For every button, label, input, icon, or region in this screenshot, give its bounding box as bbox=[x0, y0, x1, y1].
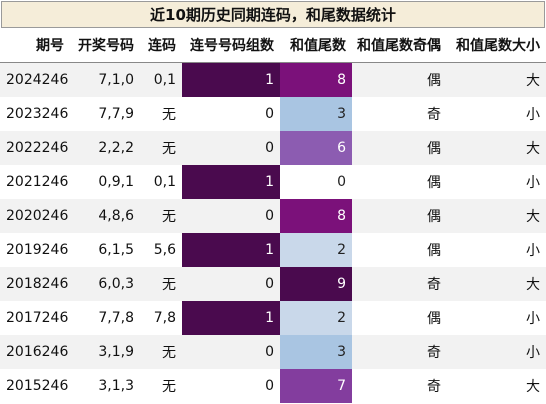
cell-consecutive: 无 bbox=[140, 97, 182, 131]
column-header: 期号 bbox=[0, 28, 70, 63]
cell-period: 2017246 bbox=[0, 301, 70, 335]
cell-tail: 3 bbox=[280, 97, 352, 131]
table-row: 2023246 7,7,9 无 0 3 奇小 bbox=[0, 97, 546, 131]
table-row: 2022246 2,2,2 无 0 6 偶大 bbox=[0, 131, 546, 165]
cell-consecutive: 0,1 bbox=[140, 62, 182, 97]
cell-consecutive: 5,6 bbox=[140, 233, 182, 267]
cell-size: 大 bbox=[447, 369, 546, 403]
cell-size: 大 bbox=[447, 267, 546, 301]
column-header: 和值尾数 bbox=[280, 28, 352, 63]
table-row: 2021246 0,9,1 0,1 1 0 偶小 bbox=[0, 165, 546, 199]
cell-groups: 0 bbox=[182, 267, 280, 301]
cell-tail: 2 bbox=[280, 301, 352, 335]
column-header: 连码 bbox=[140, 28, 182, 63]
cell-numbers: 6,0,3 bbox=[70, 267, 140, 301]
cell-numbers: 0,9,1 bbox=[70, 165, 140, 199]
stats-table: 期号 开奖号码 连码 连号号码组数 和值尾数 和值尾数奇偶 和值尾数大小 202… bbox=[0, 28, 546, 403]
cell-parity: 偶 bbox=[352, 165, 447, 199]
cell-parity: 偶 bbox=[352, 233, 447, 267]
cell-groups: 1 bbox=[182, 62, 280, 97]
cell-consecutive: 0,1 bbox=[140, 165, 182, 199]
cell-tail: 8 bbox=[280, 199, 352, 233]
cell-numbers: 2,2,2 bbox=[70, 131, 140, 165]
cell-period: 2024246 bbox=[0, 62, 70, 97]
cell-groups: 1 bbox=[182, 301, 280, 335]
cell-period: 2022246 bbox=[0, 131, 70, 165]
cell-tail: 9 bbox=[280, 267, 352, 301]
cell-numbers: 7,7,8 bbox=[70, 301, 140, 335]
table-row: 2016246 3,1,9 无 0 3 奇小 bbox=[0, 335, 546, 369]
cell-numbers: 3,1,9 bbox=[70, 335, 140, 369]
cell-parity: 奇 bbox=[352, 335, 447, 369]
cell-parity: 偶 bbox=[352, 62, 447, 97]
cell-period: 2019246 bbox=[0, 233, 70, 267]
cell-numbers: 6,1,5 bbox=[70, 233, 140, 267]
table-row: 2015246 3,1,3 无 0 7 奇大 bbox=[0, 369, 546, 403]
table-row: 2024246 7,1,0 0,1 1 8 偶大 bbox=[0, 62, 546, 97]
cell-consecutive: 无 bbox=[140, 267, 182, 301]
cell-groups: 1 bbox=[182, 165, 280, 199]
cell-consecutive: 无 bbox=[140, 131, 182, 165]
table-row: 2018246 6,0,3 无 0 9 奇大 bbox=[0, 267, 546, 301]
cell-period: 2020246 bbox=[0, 199, 70, 233]
column-header: 和值尾数大小 bbox=[447, 28, 546, 63]
cell-size: 小 bbox=[447, 165, 546, 199]
cell-numbers: 7,7,9 bbox=[70, 97, 140, 131]
cell-size: 小 bbox=[447, 301, 546, 335]
column-header: 连号号码组数 bbox=[182, 28, 280, 63]
cell-parity: 奇 bbox=[352, 369, 447, 403]
cell-numbers: 7,1,0 bbox=[70, 62, 140, 97]
cell-size: 大 bbox=[447, 131, 546, 165]
cell-size: 小 bbox=[447, 97, 546, 131]
cell-parity: 奇 bbox=[352, 267, 447, 301]
column-header: 开奖号码 bbox=[70, 28, 140, 63]
table-row: 2019246 6,1,5 5,6 1 2 偶小 bbox=[0, 233, 546, 267]
cell-size: 大 bbox=[447, 199, 546, 233]
cell-size: 小 bbox=[447, 233, 546, 267]
cell-period: 2023246 bbox=[0, 97, 70, 131]
page-title: 近10期历史同期连码，和尾数据统计 bbox=[1, 1, 545, 28]
cell-period: 2016246 bbox=[0, 335, 70, 369]
cell-groups: 0 bbox=[182, 199, 280, 233]
cell-size: 小 bbox=[447, 335, 546, 369]
cell-tail: 6 bbox=[280, 131, 352, 165]
cell-parity: 偶 bbox=[352, 301, 447, 335]
cell-consecutive: 无 bbox=[140, 369, 182, 403]
cell-period: 2018246 bbox=[0, 267, 70, 301]
cell-groups: 0 bbox=[182, 97, 280, 131]
cell-groups: 0 bbox=[182, 131, 280, 165]
cell-tail: 7 bbox=[280, 369, 352, 403]
table-header-row: 期号 开奖号码 连码 连号号码组数 和值尾数 和值尾数奇偶 和值尾数大小 bbox=[0, 28, 546, 63]
column-header: 和值尾数奇偶 bbox=[352, 28, 447, 63]
cell-consecutive: 7,8 bbox=[140, 301, 182, 335]
cell-consecutive: 无 bbox=[140, 335, 182, 369]
cell-tail: 3 bbox=[280, 335, 352, 369]
cell-tail: 2 bbox=[280, 233, 352, 267]
cell-numbers: 3,1,3 bbox=[70, 369, 140, 403]
table-row: 2017246 7,7,8 7,8 1 2 偶小 bbox=[0, 301, 546, 335]
cell-consecutive: 无 bbox=[140, 199, 182, 233]
cell-numbers: 4,8,6 bbox=[70, 199, 140, 233]
cell-parity: 奇 bbox=[352, 97, 447, 131]
cell-groups: 0 bbox=[182, 369, 280, 403]
cell-parity: 偶 bbox=[352, 131, 447, 165]
table-row: 2020246 4,8,6 无 0 8 偶大 bbox=[0, 199, 546, 233]
cell-tail: 0 bbox=[280, 165, 352, 199]
cell-period: 2015246 bbox=[0, 369, 70, 403]
cell-parity: 偶 bbox=[352, 199, 447, 233]
table-body: 2024246 7,1,0 0,1 1 8 偶大 2023246 7,7,9 无 0 3 奇小 2022… bbox=[0, 62, 546, 403]
cell-groups: 0 bbox=[182, 335, 280, 369]
cell-size: 大 bbox=[447, 62, 546, 97]
cell-period: 2021246 bbox=[0, 165, 70, 199]
cell-tail: 8 bbox=[280, 62, 352, 97]
cell-groups: 1 bbox=[182, 233, 280, 267]
